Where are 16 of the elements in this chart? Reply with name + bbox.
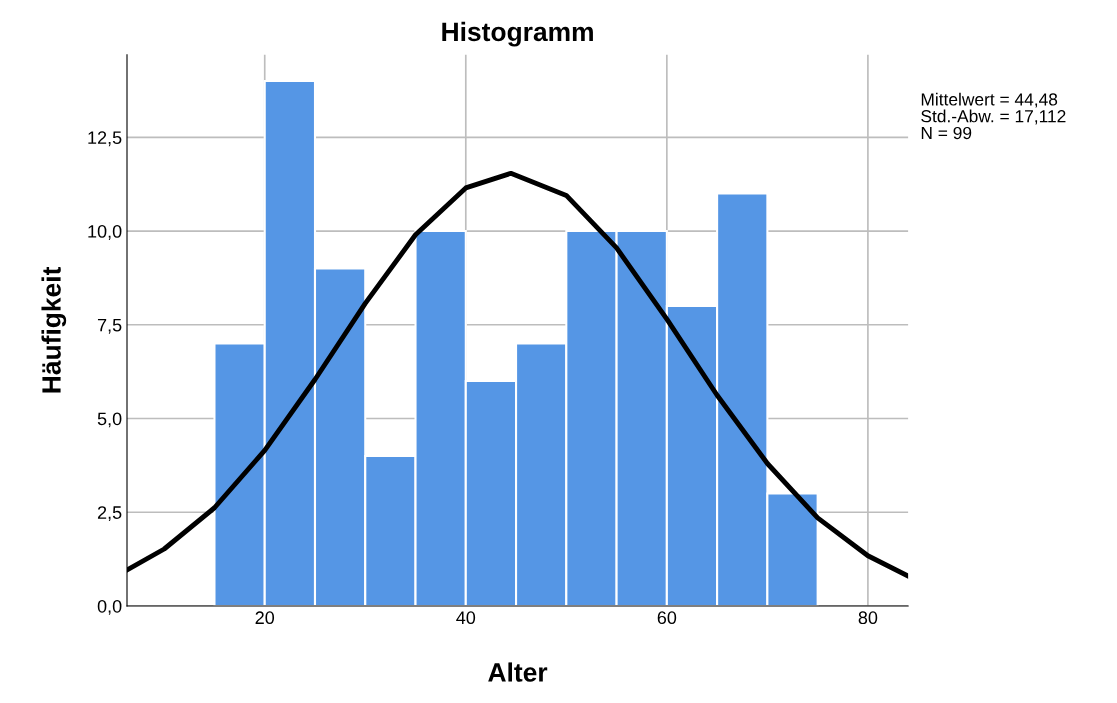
x-tick-label: 40 [456, 611, 476, 625]
y-tick-label: 12,5 [88, 131, 122, 147]
y-tick-label: 7,5 [97, 318, 122, 334]
text: N = 99 [921, 126, 972, 140]
y-tick-label: 0,0 [97, 599, 122, 615]
x-tick-label: 80 [858, 611, 878, 625]
text: Mittelwert = 44,48 [921, 92, 1058, 108]
y-tick-label: 5,0 [97, 412, 122, 428]
x-axis-title: Alter [488, 662, 548, 682]
chart-title: Histogramm [442, 21, 593, 47]
x-tick-label: 60 [657, 611, 677, 625]
y-tick-label: 10,0 [88, 224, 122, 240]
y-tick-label: 2,5 [97, 506, 122, 522]
text: Std.-Abw. = 17,112 [921, 109, 1066, 125]
y-axis-title: Häufigkeit [41, 266, 67, 393]
x-tick-label: 20 [255, 611, 275, 625]
